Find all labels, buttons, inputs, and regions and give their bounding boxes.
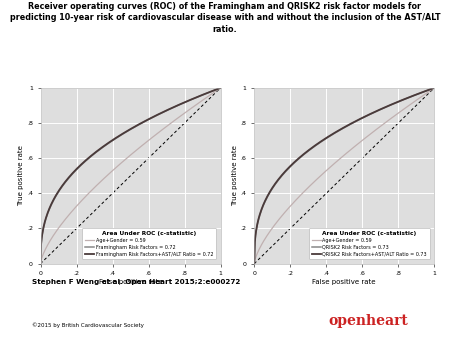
Text: Receiver operating curves (ROC) of the Framingham and QRISK2 risk factor models : Receiver operating curves (ROC) of the F…: [10, 2, 440, 34]
X-axis label: False positive rate: False positive rate: [312, 279, 376, 285]
X-axis label: False positive rate: False positive rate: [99, 279, 162, 285]
Text: ©2015 by British Cardiovascular Society: ©2015 by British Cardiovascular Society: [32, 323, 144, 329]
Y-axis label: True positive rate: True positive rate: [232, 145, 238, 206]
Text: openheart: openheart: [328, 314, 408, 328]
Legend: Age+Gender = 0.59, QRISK2 Risk Factors = 0.73, QRISK2 Risk Factors+AST/ALT Ratio: Age+Gender = 0.59, QRISK2 Risk Factors =…: [309, 228, 430, 260]
Y-axis label: True positive rate: True positive rate: [18, 145, 24, 206]
Legend: Age+Gender = 0.59, Framingham Risk Factors = 0.72, Framingham Risk Factors+AST/A: Age+Gender = 0.59, Framingham Risk Facto…: [82, 228, 216, 260]
Text: Stephen F Weng et al. Open Heart 2015;2:e000272: Stephen F Weng et al. Open Heart 2015;2:…: [32, 279, 240, 285]
